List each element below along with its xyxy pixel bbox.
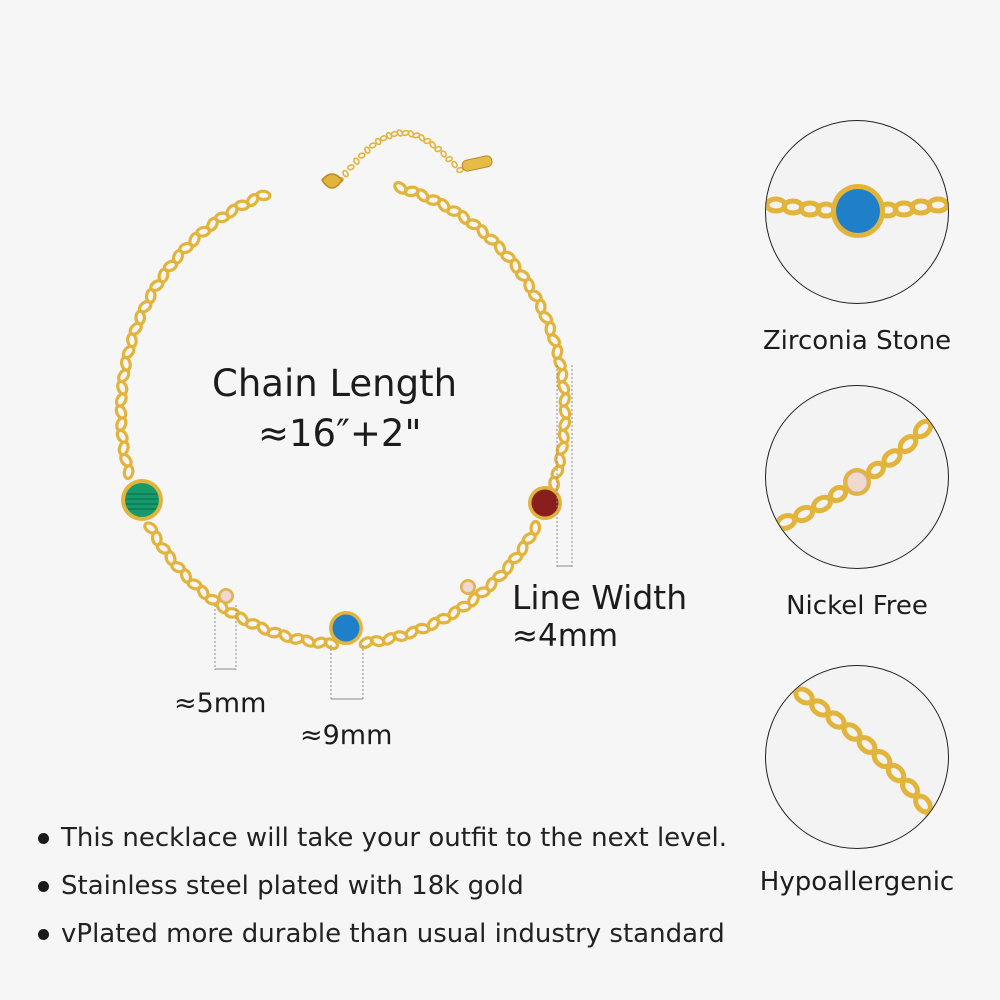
- extender-chain: [336, 129, 464, 184]
- line-width-value: ≈4mm: [512, 618, 619, 654]
- blue-stone-closeup-icon: [765, 120, 949, 304]
- extender-link: [440, 150, 447, 158]
- green-stone: [121, 479, 163, 521]
- bullet-text: This necklace will take your outfit to t…: [61, 823, 728, 853]
- feature-label: Zirconia Stone: [762, 326, 952, 356]
- extender-link: [434, 145, 443, 153]
- extender-link: [418, 134, 426, 142]
- feature-nickel-free: Nickel Free: [727, 385, 987, 621]
- bullet-dot-icon: [38, 928, 49, 940]
- extender-link: [396, 129, 404, 137]
- necklace-illustration: [114, 129, 573, 700]
- chain-link: [358, 636, 374, 650]
- red-stone: [528, 486, 562, 520]
- clasp: [321, 173, 343, 189]
- crystal-stone-right: [460, 579, 476, 595]
- feature-label: Nickel Free: [786, 591, 928, 621]
- chain-link: [143, 521, 159, 535]
- extender-link: [374, 137, 382, 146]
- extender-link: [347, 164, 355, 171]
- gold-chain: [114, 181, 572, 651]
- chain-link: [255, 189, 272, 202]
- bullet-item: vPlated more durable than usual industry…: [38, 910, 727, 958]
- extender-link: [429, 141, 436, 149]
- bullet-text: vPlated more durable than usual industry…: [61, 919, 725, 949]
- extender-link: [451, 160, 458, 169]
- dimension-lines: [214, 365, 573, 700]
- feature-zirconia-stone: Zirconia Stone: [727, 120, 987, 356]
- small-stone-size: ≈5mm: [174, 688, 267, 719]
- blue-stone: [329, 611, 363, 645]
- bullet-dot-icon: [38, 832, 49, 844]
- extender-tag: [461, 155, 493, 172]
- large-stone-size: ≈9mm: [300, 720, 393, 751]
- extender-link: [357, 152, 366, 159]
- bullet-text: Stainless steel plated with 18k gold: [61, 871, 524, 901]
- extender-link: [368, 142, 377, 149]
- bullet-dot-icon: [38, 880, 49, 892]
- extender-link: [445, 155, 453, 163]
- bullet-item: This necklace will take your outfit to t…: [38, 814, 727, 862]
- crystal-stone-left: [218, 588, 234, 604]
- extender-link: [412, 132, 421, 139]
- extender-link: [364, 146, 371, 154]
- chain-length-value: ≈16″+2": [258, 412, 422, 455]
- crystal-closeup-icon: [765, 385, 949, 569]
- feature-bullet-list: This necklace will take your outfit to t…: [38, 814, 727, 958]
- feature-label: Hypoallergenic: [759, 867, 955, 897]
- extender-link: [423, 137, 432, 145]
- chain-link: [558, 392, 571, 408]
- feature-hypoallergenic: Hypoallergenic: [727, 665, 987, 897]
- bullet-item: Stainless steel plated with 18k gold: [38, 862, 727, 910]
- chain-length-title: Chain Length: [212, 362, 458, 405]
- line-width-title: Line Width: [512, 578, 688, 617]
- extender-link: [353, 157, 360, 165]
- extender-link: [342, 169, 349, 178]
- chain-closeup-icon: [765, 665, 949, 849]
- extender-link: [407, 130, 415, 138]
